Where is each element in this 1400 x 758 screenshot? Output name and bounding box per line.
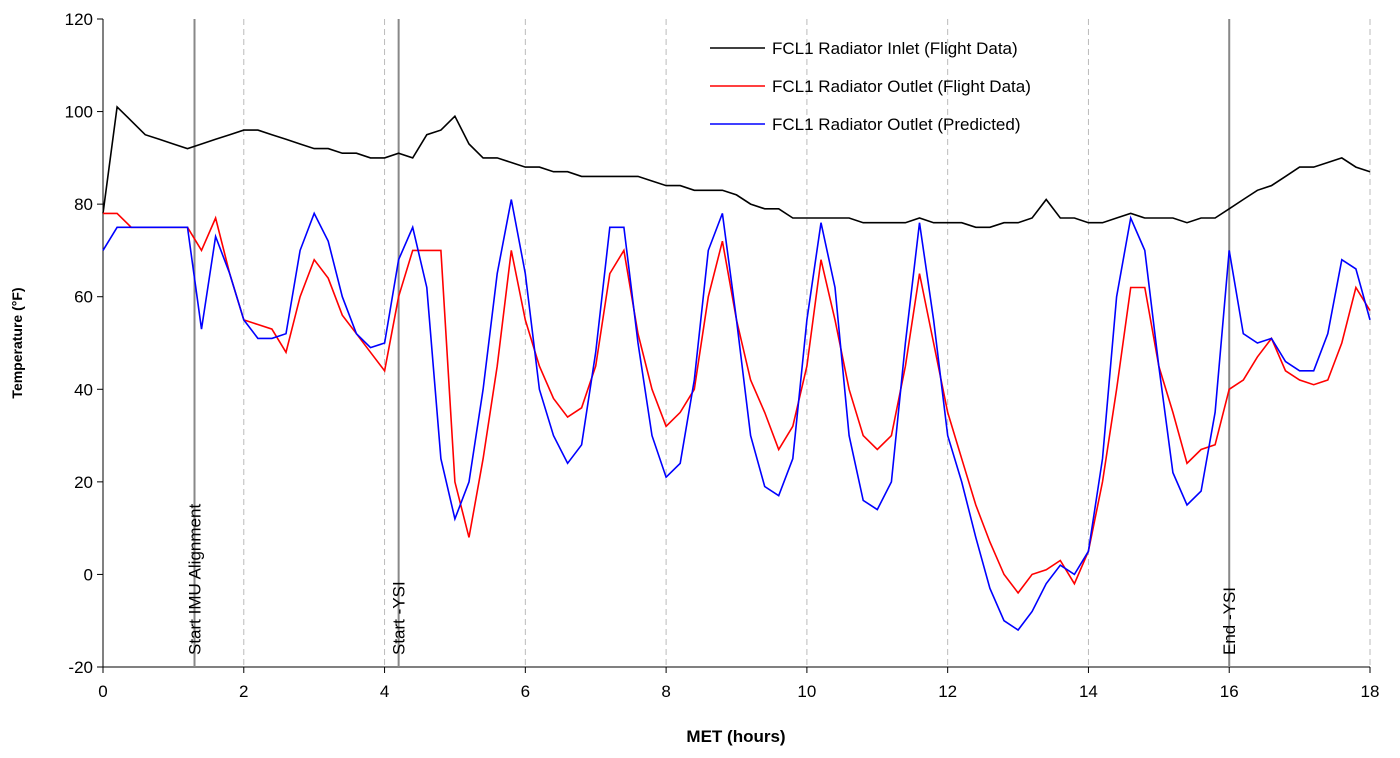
y-tick-label: 0 xyxy=(84,565,93,584)
series-line xyxy=(103,212,1371,595)
legend-label: FCL1 Radiator Inlet (Flight Data) xyxy=(772,39,1018,58)
y-tick-label: 100 xyxy=(65,103,93,122)
y-axis-label: Temperature (°F) xyxy=(9,287,25,398)
annotation-label: Start -YSI xyxy=(390,581,409,655)
legend-label: FCL1 Radiator Outlet (Predicted) xyxy=(772,115,1021,134)
y-tick-label: -20 xyxy=(68,658,93,677)
series-line xyxy=(102,199,1371,632)
x-tick-label: 6 xyxy=(521,682,530,701)
series-line xyxy=(102,105,1371,229)
y-tick-label: 80 xyxy=(74,195,93,214)
x-tick-label: 4 xyxy=(380,682,389,701)
y-tick-label: 20 xyxy=(74,473,93,492)
x-tick-label: 12 xyxy=(938,682,957,701)
x-tick-label: 14 xyxy=(1079,682,1098,701)
x-axis-label: MET (hours) xyxy=(686,727,785,746)
x-tick-label: 8 xyxy=(661,682,670,701)
x-tick-label: 10 xyxy=(797,682,816,701)
y-tick-label: 60 xyxy=(74,288,93,307)
x-tick-label: 2 xyxy=(239,682,248,701)
x-tick-label: 0 xyxy=(98,682,107,701)
annotation-label: End -YSI xyxy=(1220,587,1239,655)
legend-label: FCL1 Radiator Outlet (Flight Data) xyxy=(772,77,1031,96)
annotation-label: Start IMU Alignment xyxy=(186,504,205,655)
y-tick-label: 120 xyxy=(65,10,93,29)
x-tick-label: 18 xyxy=(1361,682,1380,701)
y-tick-label: 40 xyxy=(74,380,93,399)
x-tick-label: 16 xyxy=(1220,682,1239,701)
